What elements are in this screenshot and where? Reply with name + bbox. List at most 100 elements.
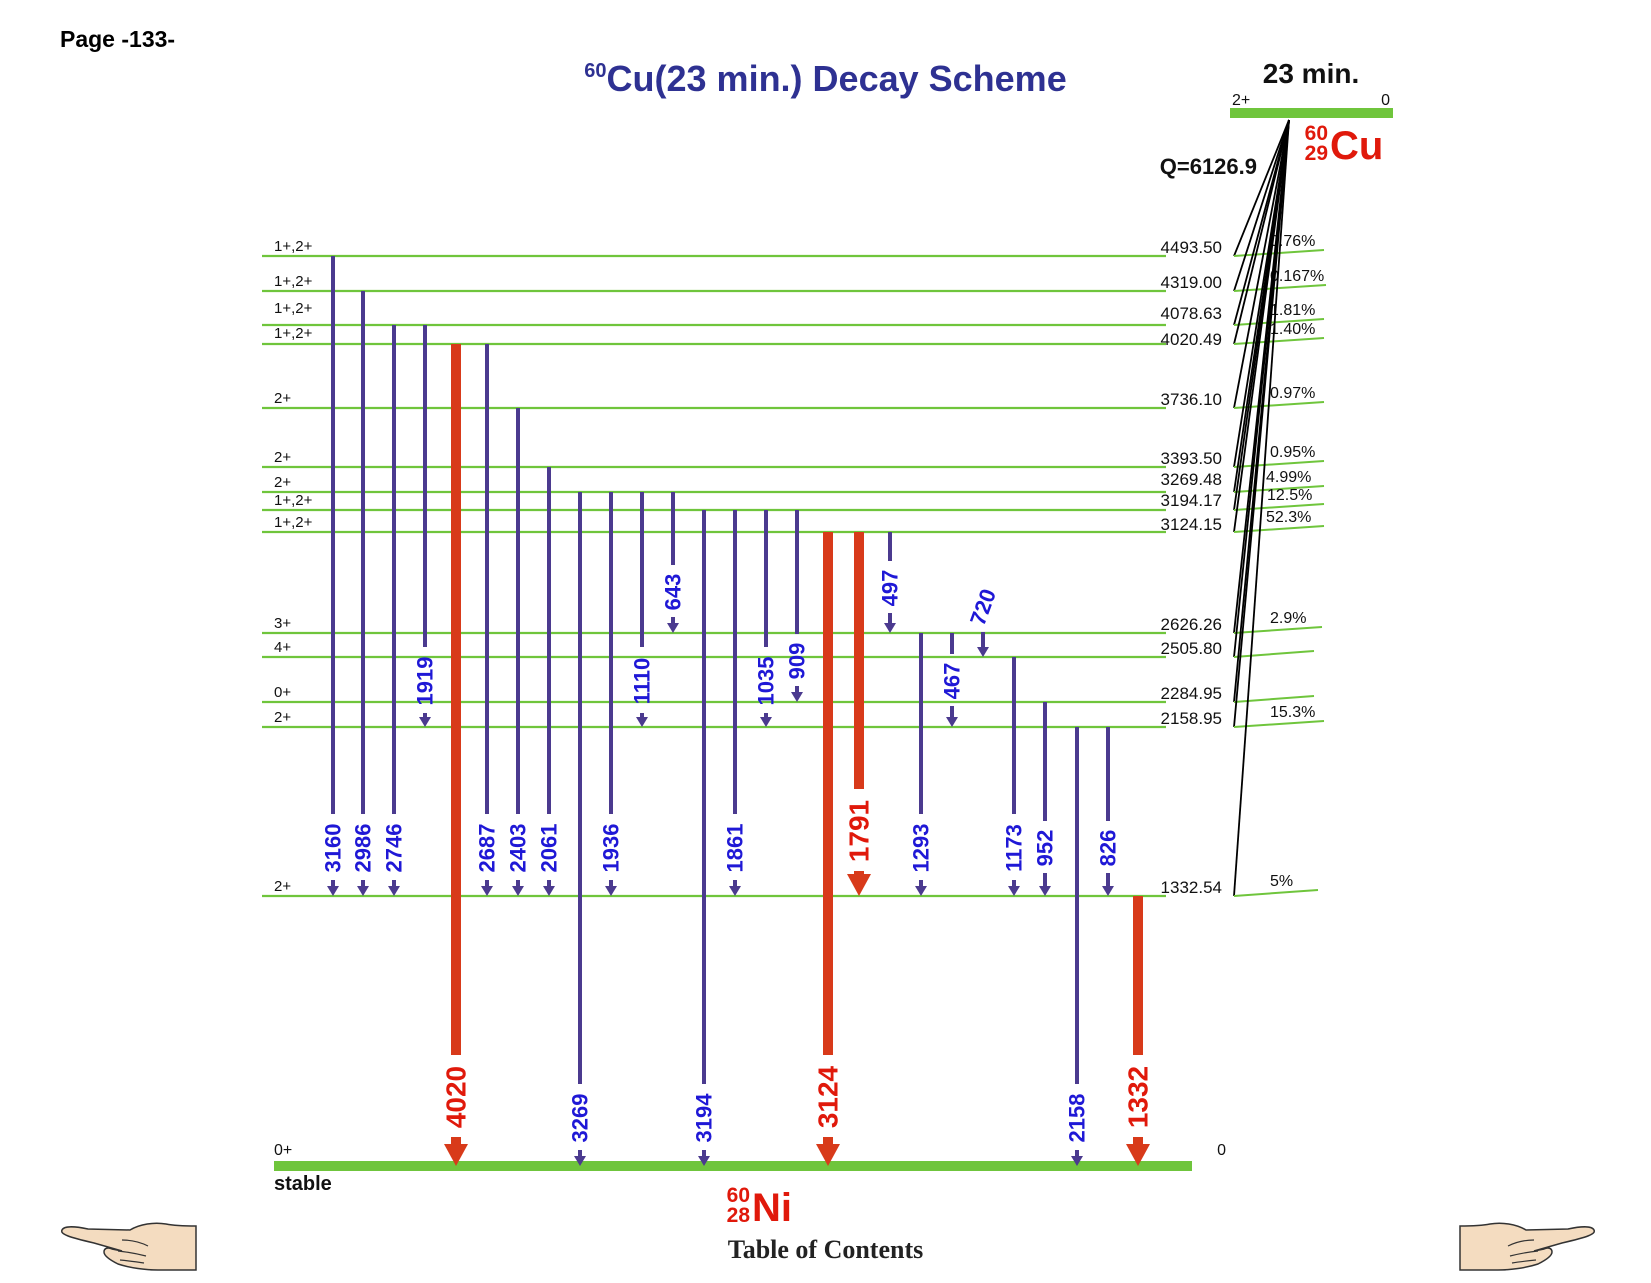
level-spin-2284.95: 0+	[274, 684, 291, 701]
beta-branch-tick-1332.54	[1233, 889, 1319, 897]
gamma-arrowhead-909	[791, 692, 803, 702]
gamma-arrowhead-2403	[512, 886, 524, 896]
parent-nuclide-z: 29	[1305, 142, 1328, 165]
level-energy-3124.15: 3124.15	[1161, 515, 1222, 534]
level-energy-4020.49: 4020.49	[1161, 330, 1222, 349]
gamma-shaft-lower-1791	[854, 871, 864, 874]
gamma-shaft-lower-643	[671, 617, 675, 623]
level-spin-4493.50: 1+,2+	[274, 238, 313, 255]
gamma-shaft-lower-2746	[392, 880, 396, 886]
pointing-hand-left-icon[interactable]	[58, 1218, 198, 1278]
page-title: 60Cu(23 min.) Decay Scheme	[0, 58, 1651, 100]
gamma-shaft-1936	[609, 492, 613, 814]
gamma-arrowhead-1861	[729, 886, 741, 896]
beta-feed-line-1332.54	[1233, 119, 1290, 897]
level-spin-2626.26: 3+	[274, 615, 291, 632]
beta-branch-tick-4319.00	[1233, 284, 1327, 292]
gamma-shaft-2158	[1075, 727, 1079, 1084]
parent-energy: 0	[1381, 92, 1390, 109]
gamma-shaft-1861	[733, 510, 737, 814]
gamma-shaft-643	[671, 492, 675, 565]
gamma-shaft-lower-1173	[1012, 880, 1016, 886]
beta-feed-line-2158.95	[1233, 119, 1290, 728]
beta-branch-tick-2626.26	[1233, 626, 1323, 634]
level-energy-3269.48: 3269.48	[1161, 470, 1222, 489]
gamma-shaft-lower-2986	[361, 880, 365, 886]
beta-branch-1332.54: 5%	[1270, 873, 1293, 890]
beta-branch-tick-3393.50	[1233, 460, 1325, 468]
gamma-shaft-909	[795, 510, 799, 634]
beta-branch-tick-4078.63	[1233, 318, 1325, 326]
gamma-shaft-2061	[547, 467, 551, 814]
gamma-arrowhead-1035	[760, 717, 772, 727]
gamma-arrowhead-3160	[327, 886, 339, 896]
level-energy-2505.80: 2505.80	[1161, 639, 1222, 658]
gamma-energy-label-2746: 2746	[382, 824, 407, 873]
gamma-arrowhead-1332	[1126, 1144, 1150, 1166]
gamma-shaft-3124	[823, 532, 833, 1055]
beta-branch-3124.15: 52.3%	[1266, 509, 1311, 526]
gamma-shaft-lower-2061	[547, 880, 551, 886]
beta-branch-3736.10: 0.97%	[1270, 385, 1315, 402]
table-of-contents-link[interactable]: Table of Contents	[727, 1235, 924, 1264]
gamma-arrowhead-2986	[357, 886, 369, 896]
gamma-arrowhead-952	[1039, 886, 1051, 896]
gamma-energy-label-2986: 2986	[351, 824, 376, 873]
gamma-shaft-lower-2158	[1075, 1150, 1079, 1156]
level-spin-3194.17: 1+,2+	[274, 492, 313, 509]
level-spin-2158.95: 2+	[274, 709, 291, 726]
gamma-shaft-1293	[919, 633, 923, 814]
gamma-arrowhead-720	[977, 647, 989, 657]
level-energy-3194.17: 3194.17	[1161, 491, 1222, 510]
pointing-hand-right-icon[interactable]	[1458, 1218, 1598, 1278]
gamma-shaft-lower-720	[981, 632, 985, 647]
gamma-shaft-lower-1936	[609, 880, 613, 886]
gamma-arrowhead-826	[1102, 886, 1114, 896]
gamma-arrowhead-2687	[481, 886, 493, 896]
beta-branch-tick-4020.49	[1233, 337, 1325, 345]
gamma-shaft-2746	[392, 325, 396, 814]
gamma-shaft-lower-3194	[702, 1150, 706, 1156]
gamma-shaft-lower-2403	[516, 880, 520, 886]
gamma-shaft-1110	[640, 492, 644, 647]
gamma-energy-label-1035: 1035	[754, 657, 779, 706]
beta-feed-line-4020.49	[1233, 119, 1290, 345]
beta-branch-tick-3124.15	[1233, 525, 1325, 533]
gamma-energy-label-1936: 1936	[599, 824, 624, 873]
gamma-shaft-lower-2687	[485, 880, 489, 886]
gamma-energy-label-1173: 1173	[1002, 824, 1027, 872]
gamma-shaft-2403	[516, 408, 520, 814]
level-energy-4078.63: 4078.63	[1161, 304, 1222, 323]
gamma-shaft-lower-1861	[733, 880, 737, 886]
level-energy-4493.50: 4493.50	[1161, 238, 1222, 257]
gamma-energy-label-720: 720	[965, 585, 1001, 628]
beta-feed-line-4319.00	[1233, 119, 1290, 292]
gamma-arrowhead-4020	[444, 1144, 468, 1166]
gamma-arrowhead-2746	[388, 886, 400, 896]
gamma-arrowhead-2158	[1071, 1156, 1083, 1166]
gamma-shaft-1035	[764, 510, 768, 647]
gamma-energy-label-2403: 2403	[506, 824, 531, 873]
level-spin-4078.63: 1+,2+	[274, 300, 313, 317]
gamma-energy-label-826: 826	[1096, 830, 1121, 867]
daughter-nuclide-z: 28	[727, 1204, 751, 1227]
page-number: Page -133-	[60, 26, 176, 52]
beta-feeding-lines: 0.76%0.167%1.81%1.40%0.97%0.95%4.99%12.5…	[1233, 119, 1327, 897]
beta-feed-line-3124.15	[1233, 119, 1290, 533]
title-text: Cu(23 min.) Decay Scheme	[606, 58, 1067, 99]
gamma-energy-label-1861: 1861	[723, 824, 748, 873]
gamma-energy-label-952: 952	[1033, 830, 1058, 867]
gamma-energy-label-1110: 1110	[630, 658, 655, 705]
gamma-shaft-lower-3160	[331, 880, 335, 886]
gamma-energy-label-3194: 3194	[692, 1093, 717, 1143]
parent-level-line	[1230, 108, 1393, 118]
gamma-arrowhead-1110	[636, 717, 648, 727]
gamma-arrowhead-3194	[698, 1156, 710, 1166]
gamma-shaft-3194	[702, 510, 706, 1084]
gamma-arrowhead-497	[884, 623, 896, 633]
gamma-shaft-3160	[331, 256, 335, 814]
gamma-arrowhead-1293	[915, 886, 927, 896]
gamma-shaft-1919	[423, 325, 427, 647]
level-spin-3124.15: 1+,2+	[274, 514, 313, 531]
